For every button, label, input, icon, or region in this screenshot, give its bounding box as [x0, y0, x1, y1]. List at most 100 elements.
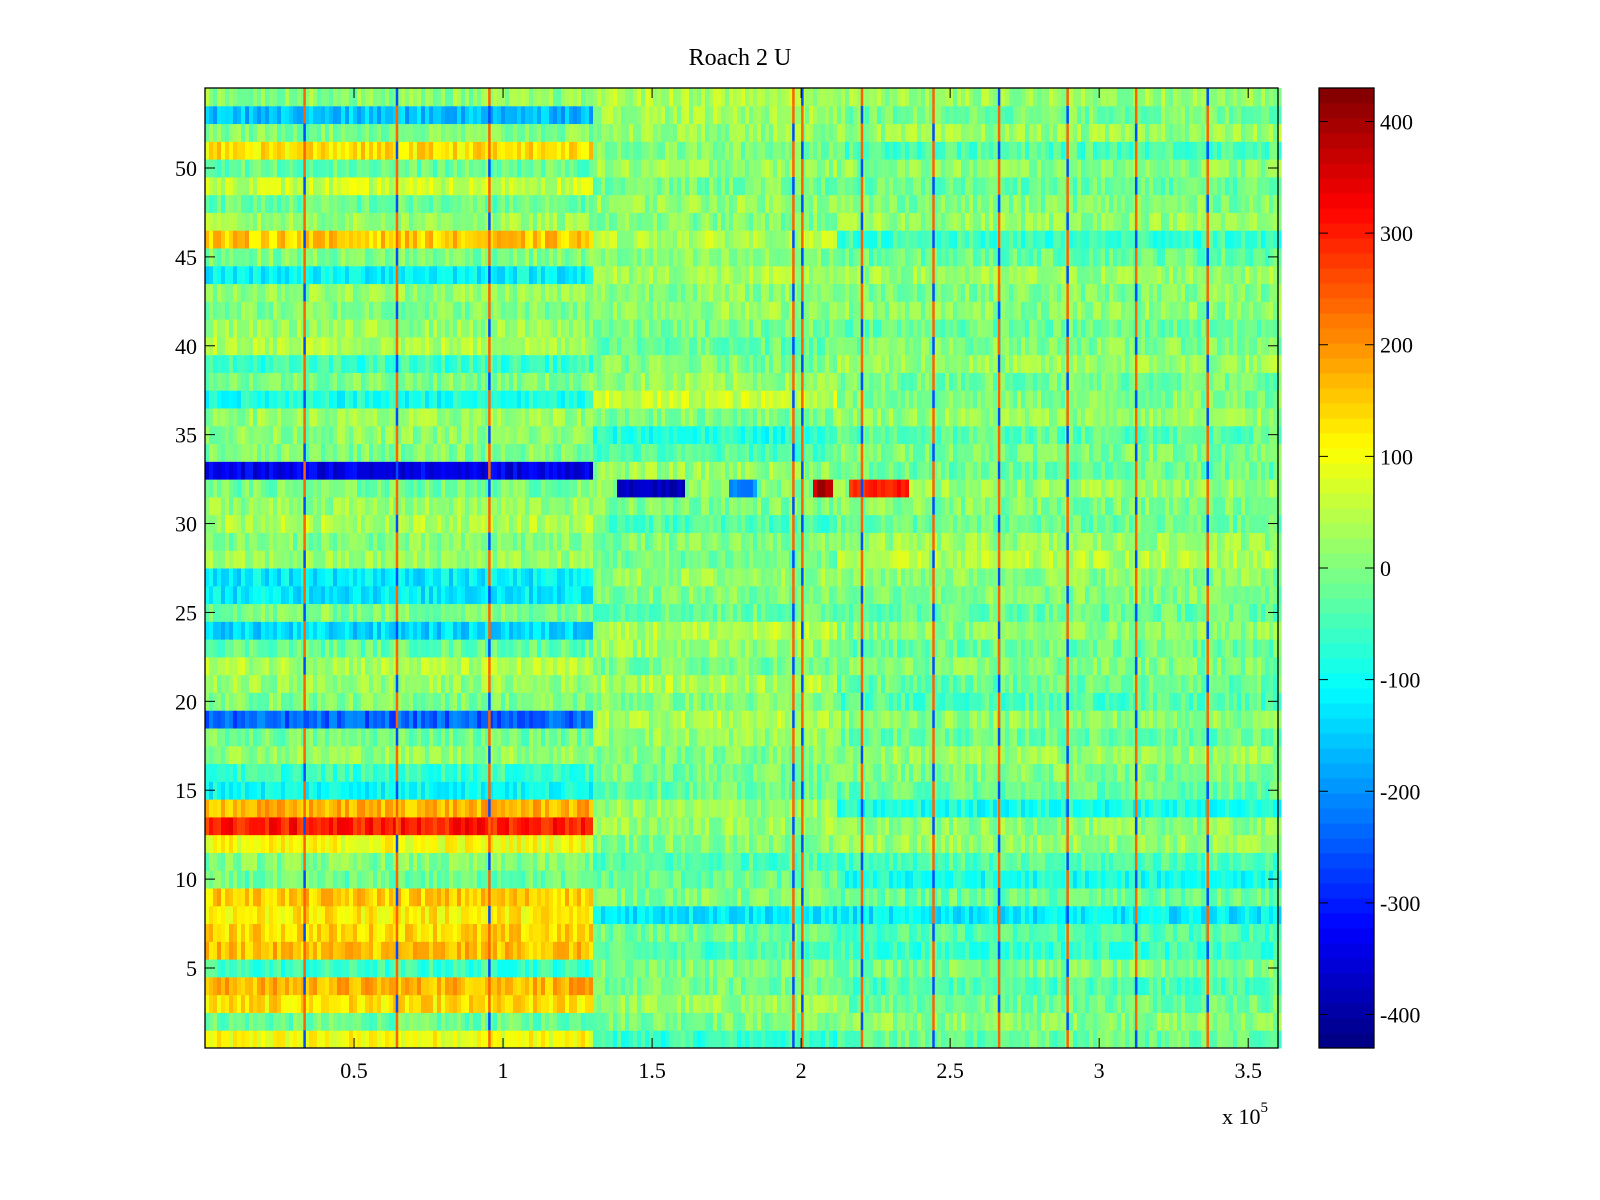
heatmap-cell — [805, 852, 810, 871]
heatmap-cell — [229, 1012, 234, 1031]
heatmap-cell — [693, 816, 698, 836]
heatmap-cell — [677, 923, 682, 942]
heatmap-cell — [781, 710, 786, 729]
heatmap-cell — [849, 1012, 854, 1031]
heatmap-cell — [829, 745, 834, 765]
heatmap-cell — [317, 923, 322, 942]
heatmap-cell — [849, 834, 854, 853]
heatmap-cell — [557, 941, 562, 960]
heatmap-cell — [937, 923, 942, 942]
heatmap-cell — [605, 745, 610, 765]
heatmap-cell — [1109, 1030, 1114, 1049]
heatmap-cell — [973, 976, 978, 996]
heatmap-cell — [1237, 870, 1242, 889]
heatmap-cell — [669, 1012, 674, 1031]
heatmap-cell — [501, 728, 506, 747]
heatmap-cell — [365, 994, 370, 1013]
heatmap-cell — [725, 905, 730, 925]
heatmap-cell — [809, 763, 814, 782]
heatmap-cell — [709, 852, 714, 871]
heatmap-cell — [1233, 816, 1238, 836]
heatmap-cell — [1025, 994, 1030, 1013]
heatmap-cell — [477, 1012, 482, 1031]
heatmap-cell — [397, 959, 402, 978]
heatmap-cell — [805, 816, 810, 836]
heatmap-cell — [241, 905, 246, 925]
heatmap-cell — [829, 834, 834, 853]
heatmap-cell — [889, 888, 894, 907]
heatmap-cell — [1081, 1012, 1086, 1031]
heatmap-cell — [629, 852, 634, 871]
heatmap-cell — [221, 1012, 226, 1031]
heatmap-cell — [205, 923, 210, 942]
heatmap-cell — [1165, 1012, 1170, 1031]
heatmap-cell — [833, 941, 838, 960]
heatmap-cell — [841, 870, 846, 889]
heatmap-cell — [1277, 816, 1282, 836]
heatmap-cell — [429, 870, 434, 889]
heatmap-cell — [885, 852, 890, 871]
heatmap-cell — [473, 994, 478, 1013]
heatmap-cell — [361, 959, 366, 978]
heatmap-cell — [337, 888, 342, 907]
heatmap-cell — [929, 994, 934, 1013]
heatmap-cell — [693, 763, 698, 782]
heatmap-cell — [609, 834, 614, 853]
heatmap-cell — [377, 834, 382, 853]
heatmap-cell — [557, 888, 562, 907]
heatmap-cell — [325, 870, 330, 889]
heatmap-cell — [445, 799, 450, 818]
heatmap-cell — [277, 1030, 282, 1049]
heatmap-cell — [993, 1030, 998, 1049]
heatmap-cell — [413, 941, 418, 960]
heatmap-cell — [717, 994, 722, 1013]
heatmap-cell — [581, 834, 586, 853]
heatmap-cell — [569, 976, 574, 996]
heatmap-cell — [857, 834, 862, 853]
heatmap-cell — [869, 923, 874, 942]
heatmap-cell — [689, 976, 694, 996]
heatmap-cell — [1057, 834, 1062, 853]
heatmap-cell — [1197, 994, 1202, 1013]
heatmap-cell — [701, 923, 706, 942]
heatmap-cell — [965, 976, 970, 996]
heatmap-cell — [1125, 870, 1130, 889]
heatmap-cell — [1161, 1030, 1166, 1049]
heatmap-cell — [1025, 1030, 1030, 1049]
heatmap-cell — [1145, 923, 1150, 942]
heatmap-cell — [1197, 923, 1202, 942]
heatmap-cell — [1157, 1030, 1162, 1049]
heatmap-cell — [737, 834, 742, 853]
heatmap-cell — [1177, 834, 1182, 853]
heatmap-cell — [1265, 905, 1270, 925]
heatmap-cell — [409, 959, 414, 978]
heatmap-cell — [469, 976, 474, 996]
heatmap-cell — [349, 923, 354, 942]
heatmap-cell — [1041, 959, 1046, 978]
heatmap-cell — [797, 1030, 802, 1049]
heatmap-cell — [977, 834, 982, 853]
heatmap-cell — [957, 994, 962, 1013]
heatmap-cell — [969, 870, 974, 889]
heatmap-cell — [1021, 870, 1026, 889]
heatmap-cell — [461, 781, 466, 800]
heatmap-cell — [953, 959, 958, 978]
heatmap-cell — [1017, 888, 1022, 907]
heatmap-cell — [1217, 1030, 1222, 1049]
heatmap-cell — [1225, 888, 1230, 907]
heatmap-cell — [1213, 799, 1218, 818]
heatmap-cell — [1105, 799, 1110, 818]
heatmap-cell — [637, 905, 642, 925]
heatmap-cell — [341, 816, 346, 836]
heatmap-cell — [1153, 923, 1158, 942]
heatmap-cell — [349, 976, 354, 996]
heatmap-cell — [1029, 799, 1034, 818]
heatmap-cell — [1113, 816, 1118, 836]
heatmap-cell — [893, 781, 898, 800]
heatmap-cell — [557, 976, 562, 996]
heatmap-cell — [533, 745, 538, 765]
heatmap-cell — [861, 745, 866, 765]
heatmap-cell — [577, 834, 582, 853]
heatmap-cell — [1005, 888, 1010, 907]
heatmap-cell — [673, 870, 678, 889]
